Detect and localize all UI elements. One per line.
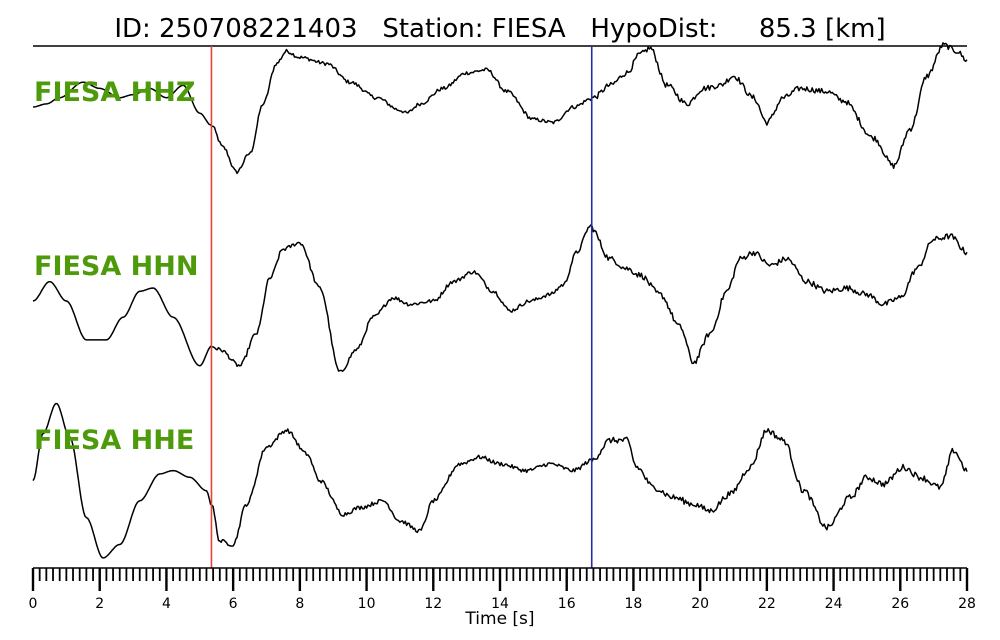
trace-line [32, 224, 968, 372]
trace-line [32, 402, 968, 559]
x-tick-label: 28 [958, 596, 976, 612]
x-tick-label: 12 [424, 596, 442, 612]
traces-layer [32, 42, 968, 559]
x-tick-label: 2 [95, 596, 104, 612]
x-tick-label: 22 [758, 596, 776, 612]
x-tick-label: 16 [558, 596, 576, 612]
x-tick-label: 6 [229, 596, 238, 612]
x-tick-label: 26 [891, 596, 909, 612]
x-tick-label: 4 [162, 596, 171, 612]
x-tick-label: 8 [295, 596, 304, 612]
trace-label: FIESA HHZ [34, 77, 195, 108]
x-axis: 0 2 4 6 8 10 12 14 16 18 20 22 24 26 28 [29, 567, 976, 612]
x-tick-label: 20 [691, 596, 709, 612]
x-tick-label: 24 [825, 596, 843, 612]
trace-label: FIESA HHE [34, 425, 194, 456]
chart-title: ID: 250708221403 Station: FIESA HypoDist… [114, 14, 885, 44]
x-tick-label: 14 [491, 596, 509, 612]
x-tick-label: 18 [625, 596, 643, 612]
x-tick-label: 10 [358, 596, 376, 612]
x-axis-label: Time [s] [464, 609, 534, 629]
trace-line [32, 42, 968, 175]
trace-labels-layer: FIESA HHZ FIESA HHN FIESA HHE [34, 77, 198, 456]
x-tick-label: 0 [29, 596, 38, 612]
trace-label: FIESA HHN [34, 251, 198, 282]
pick-lines-layer [210, 46, 593, 568]
